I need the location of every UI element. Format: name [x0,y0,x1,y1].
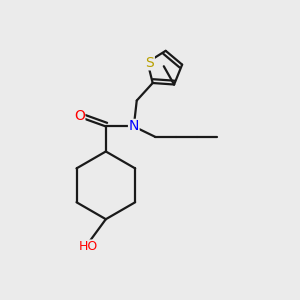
Text: S: S [146,56,154,70]
Text: HO: HO [79,240,98,253]
Text: N: N [129,119,139,134]
Text: O: O [74,109,85,123]
